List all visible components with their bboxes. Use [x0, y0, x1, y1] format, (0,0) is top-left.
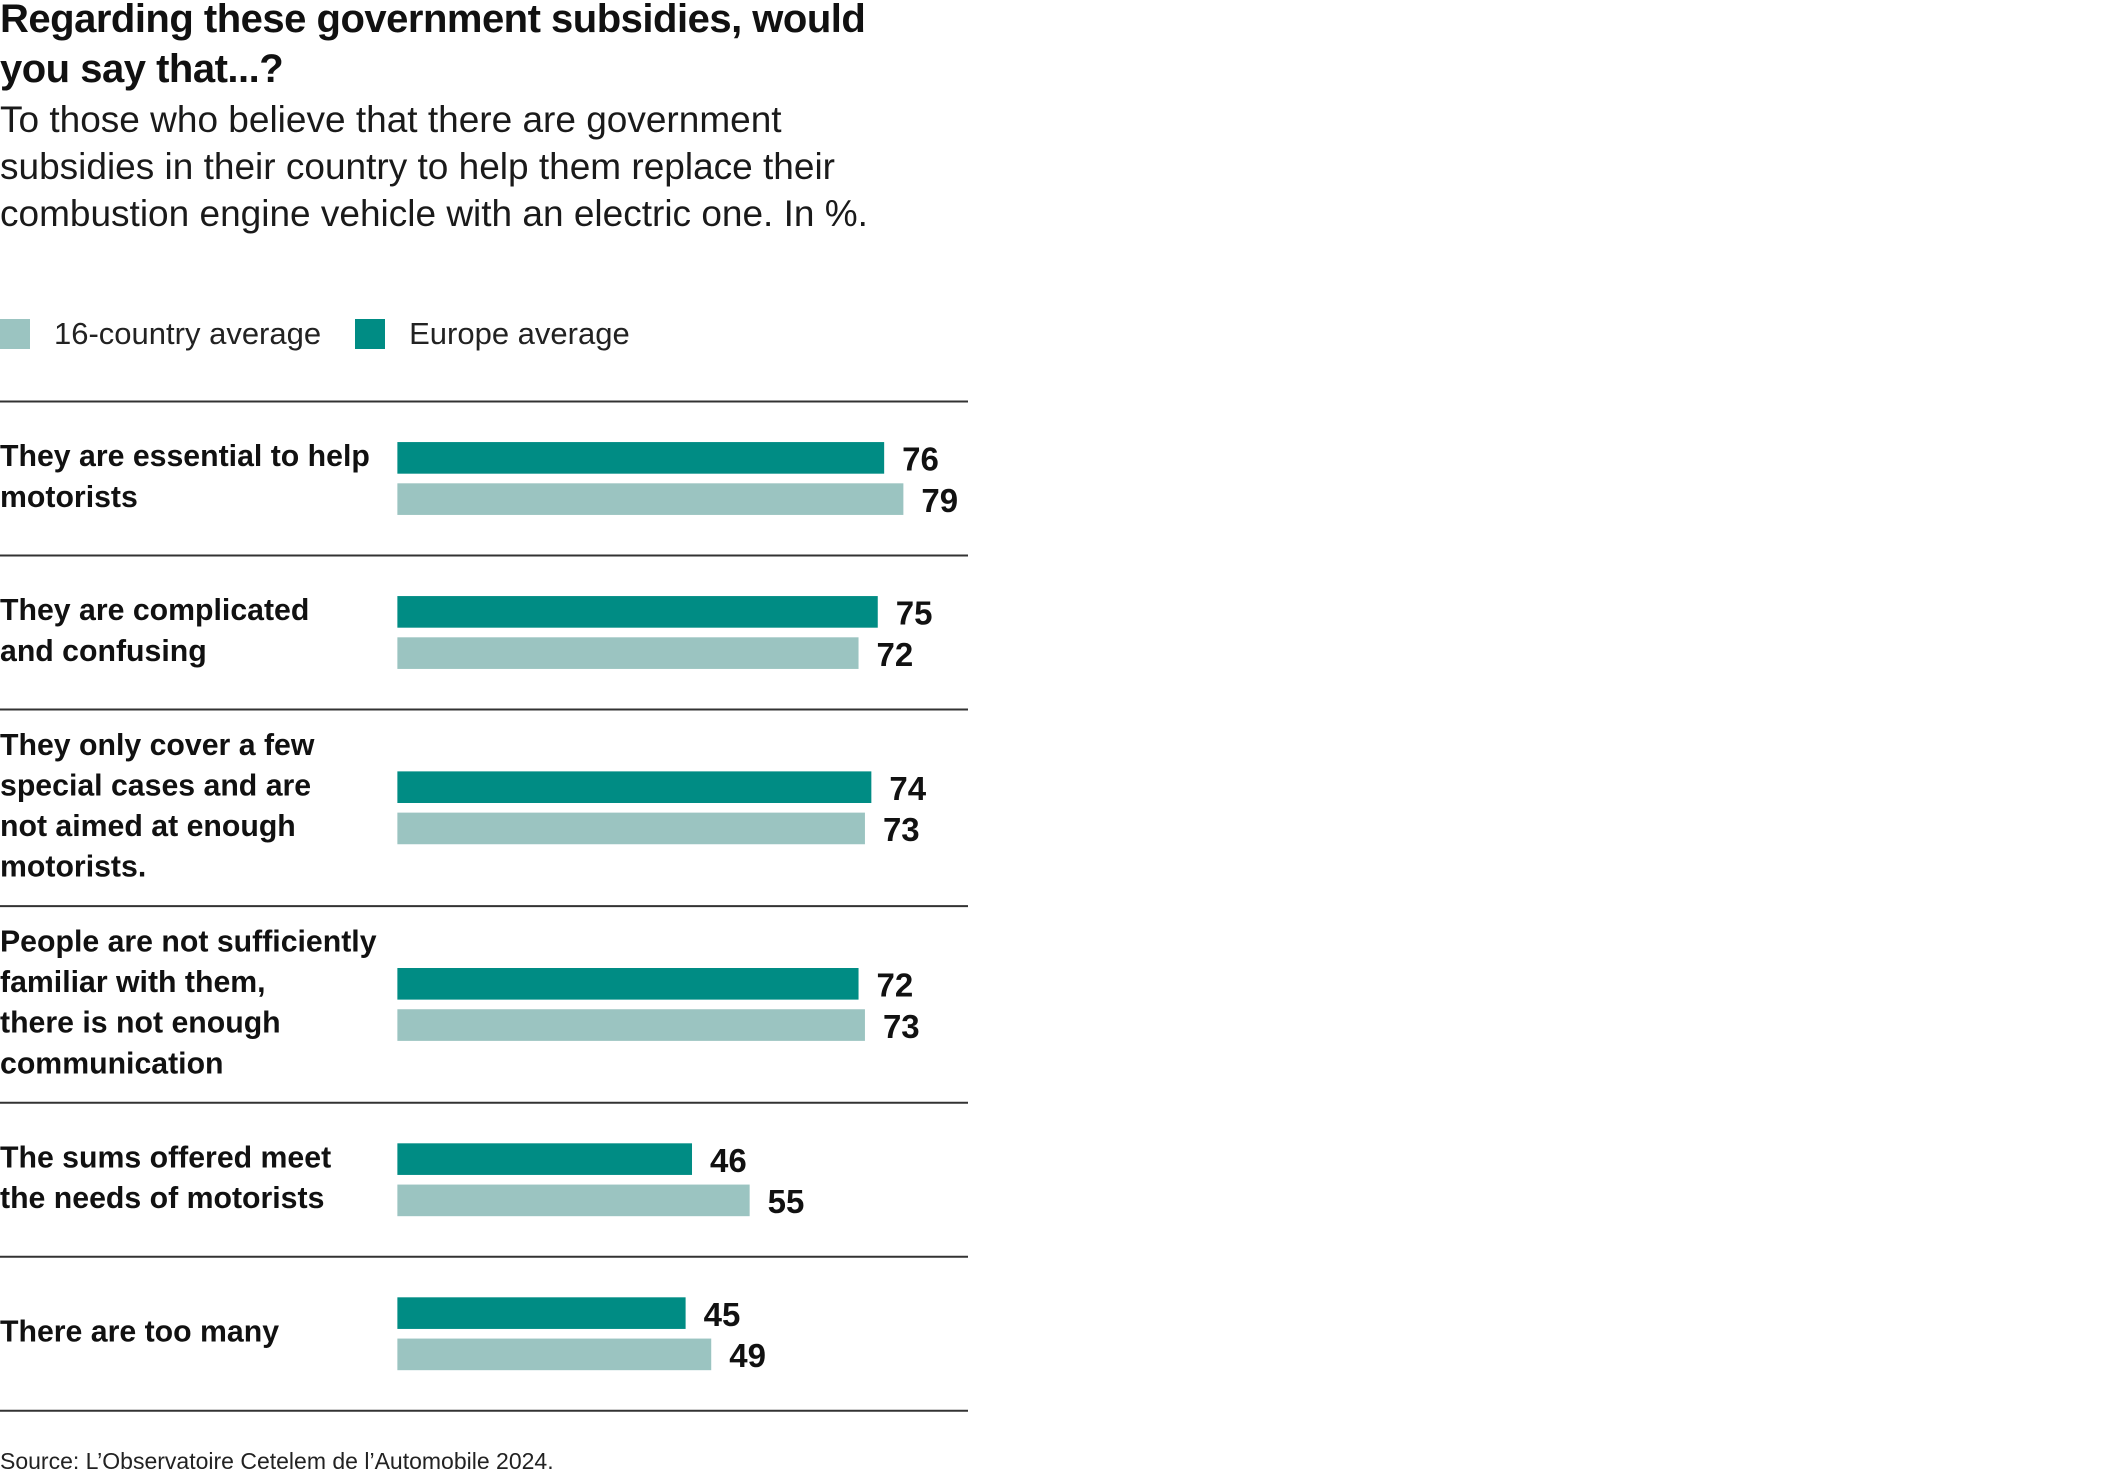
source-note: Source: L’Observatoire Cetelem de l’Auto…	[0, 1448, 554, 1474]
category-label: and confusing	[0, 635, 207, 668]
value-label-16-country-average: 79	[921, 482, 958, 519]
value-label-16-country-average: 55	[768, 1183, 805, 1220]
value-label-europe-average: 74	[889, 770, 926, 807]
category-label: motorists	[0, 481, 138, 514]
category-label: communication	[0, 1047, 224, 1080]
value-label-16-country-average: 73	[883, 811, 920, 848]
bar-16-country-average	[397, 1338, 712, 1371]
bar-europe-average	[397, 771, 872, 803]
bar-16-country-average	[397, 1184, 750, 1217]
category-label: The sums offered meet	[0, 1141, 331, 1174]
category-label: special cases and are	[0, 770, 311, 803]
bar-16-country-average	[397, 483, 904, 515]
legend-item-16-country: 16-country average	[0, 316, 321, 352]
category-label: there is not enough	[0, 1007, 281, 1040]
category-label: They are essential to help	[0, 440, 370, 473]
chart-title: Regarding these government subsidies, wo…	[0, 0, 866, 91]
legend-label-16-country: 16-country average	[54, 316, 322, 351]
bar-europe-average	[397, 1143, 693, 1175]
value-label-europe-average: 46	[710, 1142, 747, 1179]
legend-item-europe: Europe average	[355, 316, 630, 352]
legend-swatch-16-country	[0, 319, 30, 349]
category-label: People are not sufficiently	[0, 926, 377, 959]
bar-europe-average	[397, 1297, 686, 1329]
bar-europe-average	[397, 596, 878, 628]
value-label-16-country-average: 72	[877, 636, 914, 673]
legend: 16-country average Europe average	[0, 314, 664, 354]
bar-16-country-average	[397, 1009, 865, 1041]
category-label: the needs of motorists	[0, 1182, 324, 1215]
legend-label-europe: Europe average	[409, 316, 630, 351]
legend-swatch-europe	[355, 319, 386, 349]
category-label: motorists.	[0, 851, 146, 884]
bar-16-country-average	[397, 637, 859, 669]
bar-europe-average	[397, 968, 859, 1000]
category-label: not aimed at enough	[0, 810, 296, 843]
category-label: familiar with them,	[0, 966, 266, 999]
value-label-europe-average: 72	[877, 967, 914, 1004]
category-label: There are too many	[0, 1316, 279, 1349]
category-label: They only cover a few	[0, 729, 315, 762]
category-label: They are complicated	[0, 594, 309, 627]
bar-16-country-average	[397, 812, 865, 845]
value-label-16-country-average: 49	[729, 1337, 766, 1374]
value-label-europe-average: 45	[704, 1296, 741, 1333]
bar-europe-average	[397, 442, 885, 474]
value-label-europe-average: 75	[896, 595, 933, 632]
chart-subtitle: To those who believe that there are gove…	[0, 99, 868, 234]
value-label-europe-average: 76	[902, 441, 939, 478]
value-label-16-country-average: 73	[883, 1008, 920, 1045]
